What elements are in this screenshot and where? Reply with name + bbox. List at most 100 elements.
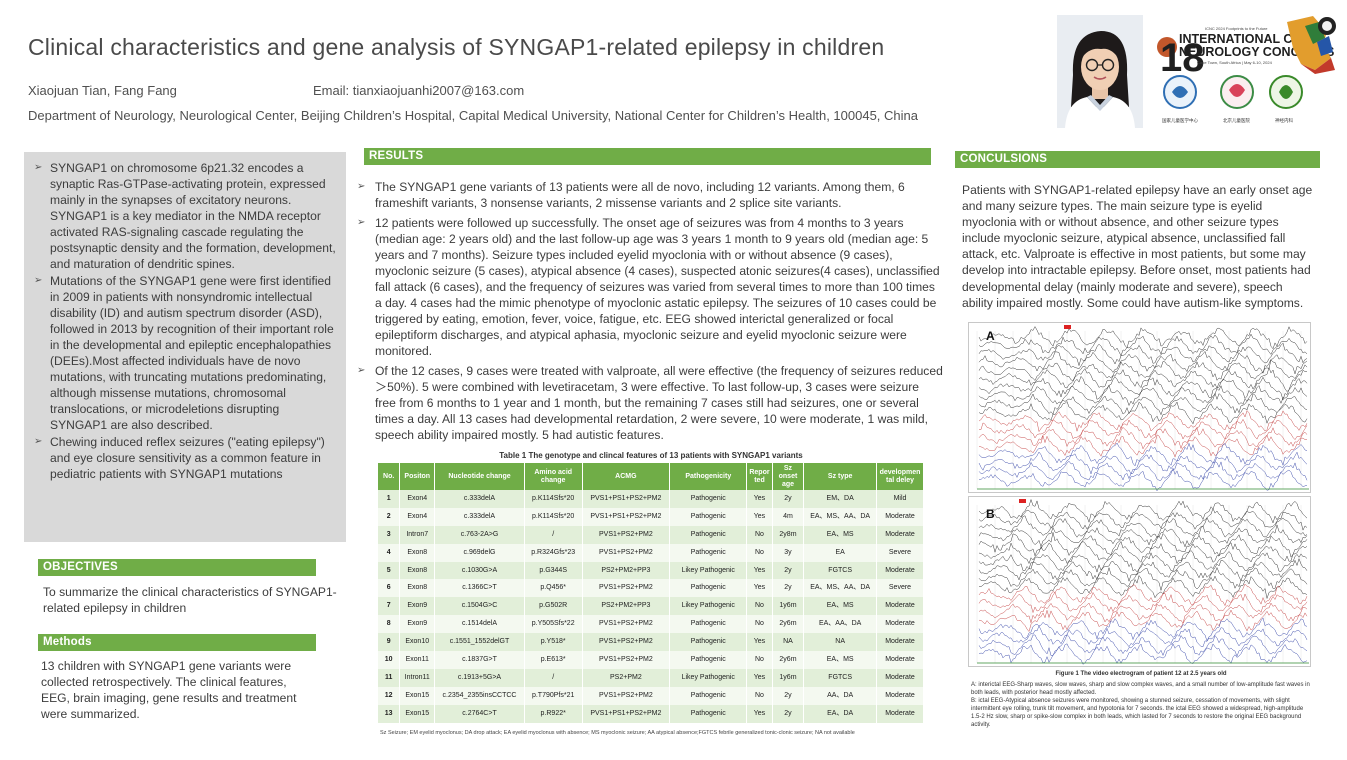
table-cell: p.K114Sfs*20 [524, 490, 583, 508]
table-cell: Pathogenic [669, 615, 748, 634]
table-cell: Moderate [876, 668, 925, 687]
table-cell: Moderate [876, 597, 925, 616]
table-cell: 3y [772, 543, 805, 562]
table-cell: Moderate [876, 525, 925, 544]
table-cell: 9 [378, 633, 401, 652]
table-cell: Exon8 [399, 543, 436, 562]
background-list: SYNGAP1 on chromosome 6p21.32 encodes a … [24, 152, 346, 482]
table-cell: c.2764C>T [434, 704, 525, 723]
table-cell: FGTCS [803, 561, 877, 580]
table-cell: c.1551_1552delGT [434, 633, 525, 652]
table-cell: 2y [772, 579, 805, 598]
table-header-cell: Repor ted [746, 463, 773, 490]
table-cell: Exon4 [399, 490, 436, 508]
table-cell: No [746, 686, 773, 705]
table-row: 12 Exon15 c.2354_2355insCCTCC p.T790Pfs*21 P… [378, 686, 925, 705]
table-cell: 2y [772, 704, 805, 723]
table-row: 13 Exon15 c.2764C>T p.R922* PVS1+PS1+PS2+PM2… [378, 704, 925, 723]
table-cell: 10 [378, 651, 401, 669]
table-header-cell: Amino acid change [524, 463, 583, 490]
table-cell: Pathogenic [669, 651, 748, 669]
table-cell: Exon15 [399, 686, 436, 705]
objectives-heading: OBJECTIVES [38, 559, 316, 576]
table-cell: Likey Pathogenic [669, 597, 748, 616]
poster-title: Clinical characteristics and gene analys… [28, 34, 885, 60]
table-row: 3 Intron7 c.763-2A>G / PVS1+PS2+PM2 Pathogeni… [378, 525, 925, 544]
table-cell: PS2+PM2+PP3 [582, 561, 671, 580]
table-cell: No [746, 615, 773, 634]
table-cell: Pathogenic [669, 543, 748, 562]
table-row: 10 Exon11 c.1837G>T p.E613* PVS1+PS2+PM2 Path… [378, 651, 925, 669]
table-cell: Pathogenic [669, 686, 748, 705]
table-cell: Exon8 [399, 579, 436, 598]
eeg-figure-a: A [968, 322, 1311, 493]
table-cell: Yes [746, 507, 773, 526]
table-cell: EA [803, 543, 877, 562]
table-header-cell: No. [378, 463, 401, 490]
authors: Xiaojuan Tian, Fang Fang [28, 83, 177, 98]
table-cell: p.K114Sfs*20 [524, 507, 583, 526]
table-cell: 2y [772, 490, 805, 508]
table-cell: Yes [746, 561, 773, 580]
table-cell: c.1837G>T [434, 651, 525, 669]
table-cell: Exon9 [399, 597, 436, 616]
table-cell: Severe [876, 543, 925, 562]
table-row: 5 Exon8 c.1030G>A p.G344S PS2+PM2+PP3 Likey P… [378, 561, 925, 580]
eeg-figure-b: B [968, 496, 1311, 667]
table-cell: Intron7 [399, 525, 436, 544]
table-cell: 4 [378, 543, 401, 562]
table-cell: Yes [746, 579, 773, 598]
table-cell: Intron11 [399, 668, 436, 687]
table-cell: NA [772, 633, 805, 652]
table-cell: FGTCS [803, 668, 877, 687]
conclusions-heading: CONCULSIONS [955, 151, 1320, 168]
table-cell: p.G502R [524, 597, 583, 616]
genotype-table: No. Positon Nucleotide change Amino acid… [378, 463, 925, 723]
table-cell: c.333delA [434, 507, 525, 526]
methods-text: 13 children with SYNGAP1 gene variants w… [41, 659, 297, 721]
email: Email: tianxiaojuanhi2007@163.com [313, 83, 525, 98]
table-row: 11 Intron11 c.1913+5G>A / PS2+PM2 Likey Patho… [378, 668, 925, 687]
table-cell: No [746, 543, 773, 562]
table-header-cell: Positon [399, 463, 436, 490]
table-body: 1 Exon4 c.333delA p.K114Sfs*20 PVS1+PS1+PS2+… [378, 490, 925, 723]
table-header-cell: Sz type [803, 463, 877, 490]
table-cell: Moderate [876, 651, 925, 669]
logo-badge: ICNC 2024 Footprints to the Future [1205, 26, 1268, 31]
table-cell: c.1504G>C [434, 597, 525, 616]
table-row: 2 Exon4 c.333delA p.K114Sfs*20 PVS1+PS1+PS2+… [378, 507, 925, 526]
table-cell: c.1913+5G>A [434, 668, 525, 687]
table-cell: 1y6m [772, 668, 805, 687]
table-row: 1 Exon4 c.333delA p.K114Sfs*20 PVS1+PS1+PS2+… [378, 490, 925, 508]
table-cell: Moderate [876, 507, 925, 526]
table-cell: 3 [378, 525, 401, 544]
table-header-cell: ACMG [582, 463, 671, 490]
table-cell: 7 [378, 597, 401, 616]
table-header-cell: Pathogenicity [669, 463, 748, 490]
table-cell: NA [803, 633, 877, 652]
table-cell: c.1366C>T [434, 579, 525, 598]
author-photo [1057, 15, 1143, 128]
table-cell: Pathogenic [669, 579, 748, 598]
table-cell: 1 [378, 490, 401, 508]
table-cell: 1y6m [772, 597, 805, 616]
table-cell: Likey Pathogenic [669, 561, 748, 580]
table-cell: EA、AA、DA [803, 615, 877, 634]
table-cell: 2y6m [772, 651, 805, 669]
table-cell: Moderate [876, 686, 925, 705]
table-cell: EA、MS、AA、DA [803, 579, 877, 598]
table-cell: EM、DA [803, 490, 877, 508]
table-cell: Moderate [876, 615, 925, 634]
table-cell: PVS1+PS2+PM2 [582, 615, 671, 634]
table-row: 4 Exon8 c.969delG p.R324Gfs*23 PVS1+PS2+PM2 P… [378, 543, 925, 562]
table-cell: 4m [772, 507, 805, 526]
table-cell: PVS1+PS2+PM2 [582, 579, 671, 598]
table-cell: 6 [378, 579, 401, 598]
table-cell: PVS1+PS2+PM2 [582, 686, 671, 705]
table-cell: EA、MS [803, 597, 877, 616]
table-cell: No [746, 597, 773, 616]
table-cell: Moderate [876, 633, 925, 652]
figure-caption: Figure 1 The video electrogram of patien… [971, 670, 1311, 729]
table-cell: p.T790Pfs*21 [524, 686, 583, 705]
table-cell: Exon15 [399, 704, 436, 723]
